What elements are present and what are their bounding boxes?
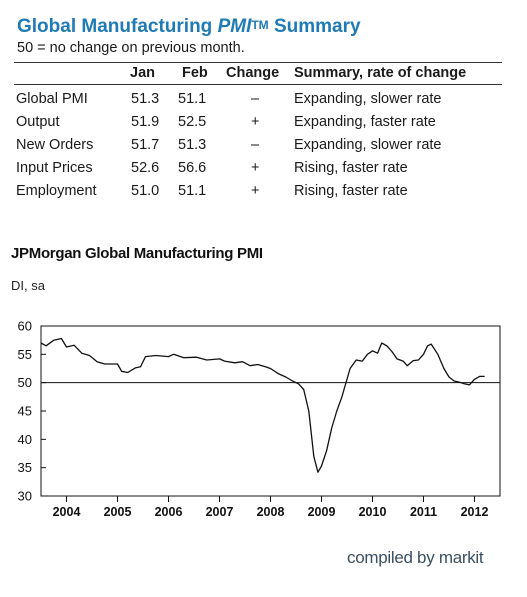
row-change: + [251, 114, 260, 130]
row-label: Global PMI [16, 91, 88, 107]
x-tick-label: 2010 [359, 505, 387, 519]
header-feb: Feb [182, 65, 208, 81]
y-tick-label: 50 [18, 375, 32, 390]
header-jan: Jan [130, 65, 155, 81]
summary-title: Global Manufacturing PMITM Summary [17, 16, 361, 38]
x-tick-label: 2004 [53, 505, 81, 519]
row-change: + [251, 183, 260, 199]
markit-credit: compiled by markit [347, 548, 484, 567]
y-tick-label: 40 [18, 432, 32, 447]
row-label: Employment [16, 183, 97, 199]
row-summary: Rising, faster rate [294, 183, 408, 199]
row-feb: 51.1 [178, 183, 207, 199]
row-feb: 51.3 [178, 137, 207, 153]
summary-title-main: Global Manufacturing [17, 16, 218, 37]
row-feb: 52.5 [178, 114, 207, 130]
header-summary: Summary, rate of change [294, 65, 467, 81]
row-summary: Rising, faster rate [294, 160, 408, 176]
x-tick-label: 2011 [410, 505, 437, 519]
summary-title-end: Summary [268, 16, 361, 37]
row-feb: 51.1 [178, 91, 207, 107]
x-tick-label: 2007 [206, 505, 234, 519]
row-jan: 51.3 [131, 91, 160, 107]
x-tick-label: 2008 [257, 505, 285, 519]
x-tick-label: 2006 [155, 505, 183, 519]
chart-title: JPMorgan Global Manufacturing PMI [11, 245, 263, 262]
y-tick-label: 35 [18, 460, 32, 475]
x-axis: 2004 2005 2006 2007 2008 2009 2010 2011 2012 [53, 496, 489, 519]
y-tick-label: 55 [18, 347, 32, 362]
x-tick-label: 2009 [308, 505, 336, 519]
y-tick-label: 60 [18, 319, 32, 334]
row-feb: 56.6 [178, 160, 207, 176]
row-label: Output [16, 114, 60, 130]
y-axis: 30 35 40 45 50 55 60 [18, 319, 46, 504]
x-tick-label: 2005 [104, 505, 132, 519]
row-summary: Expanding, faster rate [294, 114, 436, 130]
trademark-mark: TM [251, 18, 269, 32]
row-summary: Expanding, slower rate [294, 91, 442, 107]
row-summary: Expanding, slower rate [294, 137, 442, 153]
y-tick-label: 45 [18, 404, 32, 419]
y-tick-label: 30 [18, 489, 32, 504]
x-tick-label: 2012 [461, 505, 489, 519]
series-line-global-pmi [40, 337, 485, 473]
row-jan: 52.6 [131, 160, 160, 176]
header-change: Change [226, 65, 280, 81]
row-label: New Orders [16, 137, 94, 153]
chart-unit-label: DI, sa [11, 278, 45, 293]
table-top-rule [14, 62, 502, 63]
summary-subtitle: 50 = no change on previous month. [17, 40, 245, 56]
row-jan: 51.0 [131, 183, 160, 199]
row-jan: 51.9 [131, 114, 160, 130]
row-change: – [251, 137, 260, 153]
table-header-rule [14, 84, 502, 85]
row-change: – [251, 91, 260, 107]
row-change: + [251, 160, 260, 176]
plot-frame [40, 325, 501, 497]
row-jan: 51.7 [131, 137, 160, 153]
summary-title-pmi: PMI [217, 16, 252, 37]
row-label: Input Prices [16, 160, 93, 176]
